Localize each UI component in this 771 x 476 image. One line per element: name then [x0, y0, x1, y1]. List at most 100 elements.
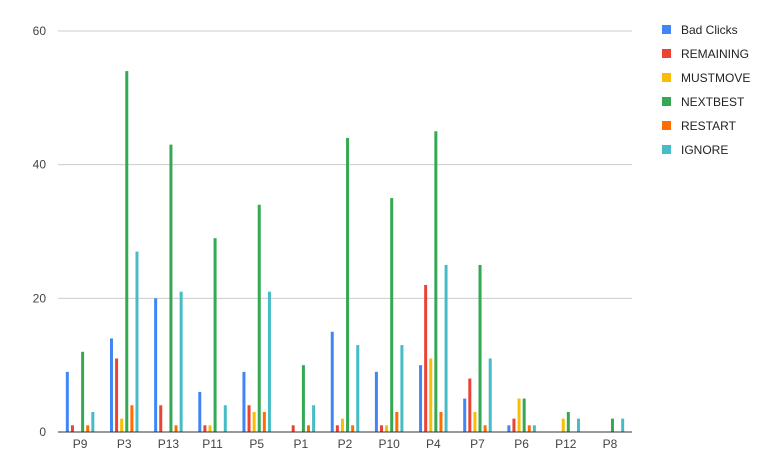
bar-mustmove-p7 [473, 411, 477, 432]
bar-bad-clicks-p7 [463, 398, 467, 432]
bar-mustmove-p4 [429, 358, 433, 432]
gridlines [58, 30, 632, 299]
bar-nextbest-p12 [566, 411, 570, 432]
bar-restart-p4 [439, 411, 443, 432]
bar-restart-p5 [262, 411, 266, 432]
bar-bad-clicks-p5 [242, 371, 246, 432]
bar-remaining-p7 [468, 378, 472, 432]
bar-ignore-p12 [577, 418, 581, 432]
bar-ignore-p13 [179, 291, 183, 432]
legend-label: RESTART [681, 119, 737, 133]
bar-remaining-p6 [512, 418, 516, 432]
x-tick-label: P10 [378, 437, 400, 451]
bar-bad-clicks-p13 [154, 298, 158, 432]
legend-swatch [662, 73, 671, 82]
y-tick-label: 0 [39, 425, 46, 439]
bar-nextbest-p13 [169, 144, 173, 432]
bar-mustmove-p3 [120, 418, 124, 432]
bar-restart-p10 [395, 411, 399, 432]
bar-remaining-p13 [159, 405, 163, 432]
x-tick-label: P12 [555, 437, 577, 451]
legend-label: REMAINING [681, 47, 749, 61]
x-axis-ticks: P9 P3 P13 P11 P5 P1 P2 P10 P4 P7 P6 P12 P8 [73, 437, 618, 451]
x-tick-label: P3 [117, 437, 132, 451]
bar-remaining-p2 [335, 425, 339, 432]
legend-swatch [662, 145, 671, 154]
legend-swatch [662, 25, 671, 34]
bar-restart-p13 [174, 425, 178, 432]
bar-bad-clicks-p6 [507, 425, 511, 432]
bar-ignore-p4 [444, 264, 448, 432]
x-tick-label: P6 [514, 437, 529, 451]
bar-mustmove-p12 [561, 418, 565, 432]
bar-remaining-p5 [247, 405, 251, 432]
bar-bad-clicks-p10 [374, 371, 378, 432]
legend: Bad Clicks REMAINING MUSTMOVE NEXTBEST RESTA… [662, 23, 750, 157]
legend-label: IGNORE [681, 143, 728, 157]
bar-nextbest-p2 [346, 137, 350, 432]
bar-restart-p3 [130, 405, 134, 432]
bar-restart-p6 [527, 425, 531, 432]
x-tick-label: P7 [470, 437, 485, 451]
legend-label: Bad Clicks [681, 23, 738, 37]
legend-swatch [662, 49, 671, 58]
bar-mustmove-p5 [252, 411, 256, 432]
bar-mustmove-p6 [517, 398, 521, 432]
bar-remaining-p11 [203, 425, 207, 432]
bar-mustmove-p11 [208, 425, 212, 432]
bar-nextbest-p1 [301, 365, 305, 432]
bar-nextbest-p9 [81, 351, 85, 432]
bar-nextbest-p6 [522, 398, 526, 432]
y-axis-ticks: 0 20 40 60 [33, 24, 47, 439]
bar-restart-p9 [86, 425, 90, 432]
bar-remaining-p3 [115, 358, 119, 432]
bar-nextbest-p10 [390, 198, 394, 432]
bar-nextbest-p3 [125, 71, 129, 432]
bar-nextbest-p4 [434, 131, 438, 432]
bar-ignore-p6 [532, 425, 536, 432]
bar-nextbest-p11 [213, 238, 217, 432]
legend-swatch [662, 97, 671, 106]
bar-nextbest-p7 [478, 264, 482, 432]
bar-ignore-p10 [400, 345, 404, 432]
y-tick-label: 40 [33, 158, 47, 172]
bar-ignore-p8 [621, 418, 625, 432]
bar-remaining-p9 [70, 425, 74, 432]
bar-bad-clicks-p4 [419, 365, 423, 432]
y-tick-label: 60 [33, 24, 47, 38]
bar-bad-clicks-p2 [330, 331, 334, 432]
bar-ignore-p1 [312, 405, 316, 432]
bar-ignore-p5 [267, 291, 271, 432]
bar-remaining-p10 [380, 425, 384, 432]
legend-label: MUSTMOVE [681, 71, 750, 85]
x-tick-label: P13 [158, 437, 180, 451]
y-tick-label: 20 [33, 291, 47, 305]
x-tick-label: P4 [426, 437, 441, 451]
bar-restart-p1 [306, 425, 310, 432]
bar-nextbest-p5 [257, 204, 261, 432]
bar-bad-clicks-p11 [198, 391, 202, 432]
bar-ignore-p9 [91, 411, 95, 432]
x-tick-label: P9 [73, 437, 88, 451]
bar-restart-p2 [351, 425, 355, 432]
legend-label: NEXTBEST [681, 95, 745, 109]
bar-bad-clicks-p3 [109, 338, 113, 432]
bar-remaining-p4 [424, 284, 428, 432]
bar-mustmove-p2 [340, 418, 344, 432]
legend-swatch [662, 121, 671, 130]
bar-ignore-p11 [223, 405, 227, 432]
x-tick-label: P8 [603, 437, 618, 451]
x-tick-label: P11 [202, 437, 223, 451]
bar-restart-p7 [483, 425, 487, 432]
bar-mustmove-p10 [385, 425, 389, 432]
bar-nextbest-p8 [610, 418, 614, 432]
bar-ignore-p3 [135, 251, 139, 432]
bars [65, 71, 625, 432]
x-tick-label: P1 [294, 437, 309, 451]
x-tick-label: P5 [249, 437, 264, 451]
bar-bad-clicks-p9 [65, 371, 69, 432]
bar-ignore-p2 [356, 345, 360, 432]
bar-ignore-p7 [488, 358, 492, 432]
bar-remaining-p1 [291, 425, 295, 432]
